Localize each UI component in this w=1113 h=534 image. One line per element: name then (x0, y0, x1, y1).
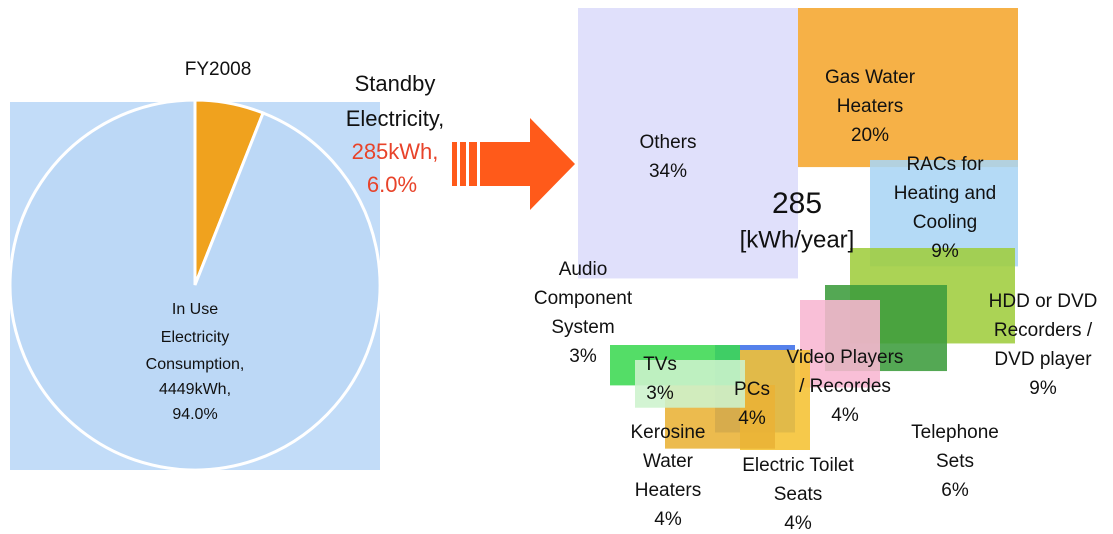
treemap-box (800, 300, 880, 388)
slice-energy: 4449kWh, (159, 381, 231, 398)
slice-label: Electricity (161, 329, 229, 346)
box-label: DVD player (994, 349, 1092, 370)
box-label: / Recordes (799, 376, 891, 397)
box-value: 9% (931, 241, 959, 262)
box-value: 34% (649, 161, 687, 182)
box-label: Recorders / (994, 320, 1093, 341)
box-label: Heaters (635, 480, 702, 501)
slice-value: 94.0% (172, 406, 217, 423)
box-label: RACs for (906, 154, 984, 175)
box-label: Video Players (787, 347, 904, 368)
box-value: 4% (738, 408, 766, 429)
box-label: PCs (734, 379, 770, 400)
arrow (452, 118, 575, 210)
pie-slice (8, 98, 382, 472)
treemap-box (635, 360, 745, 408)
pie-title: FY2008 (185, 59, 252, 80)
box-label: Cooling (913, 212, 977, 233)
box-label: Water (643, 451, 694, 472)
slice-value: 6.0% (367, 172, 417, 197)
box-label: Others (639, 132, 696, 153)
treemap-box (578, 8, 798, 279)
box-value: 4% (831, 405, 859, 426)
box-value: 20% (851, 125, 889, 146)
slice-energy: 285kWh, (352, 139, 439, 164)
box-label: TVs (643, 354, 677, 375)
slice-label: Standby (355, 71, 436, 96)
box-label: Seats (774, 484, 823, 505)
box-label: Heaters (837, 96, 904, 117)
box-value: 9% (1029, 378, 1057, 399)
box-label: Sets (936, 451, 974, 472)
box-value: 6% (941, 480, 969, 501)
slice-label: Electricity, (346, 106, 445, 131)
box-label: Component (534, 288, 633, 309)
box-label: System (551, 317, 614, 338)
slice-label: Consumption, (146, 356, 245, 373)
box-label: HDD or DVD (989, 291, 1098, 312)
center-title: 285 (772, 187, 822, 220)
box-label: Telephone (911, 422, 999, 443)
box-value: 4% (654, 509, 682, 530)
box-value: 3% (569, 346, 597, 367)
treemap-box (798, 8, 1018, 168)
box-label: Heating and (894, 183, 996, 204)
box-value: 3% (646, 383, 674, 404)
box-label: Electric Toilet (742, 455, 854, 476)
box-label: Kerosine (631, 422, 706, 443)
box-label: Audio (559, 259, 608, 280)
center-subtitle: [kWh/year] (740, 226, 855, 253)
box-label: Gas Water (825, 67, 916, 88)
box-value: 4% (784, 513, 812, 534)
slice-label: In Use (172, 301, 218, 318)
